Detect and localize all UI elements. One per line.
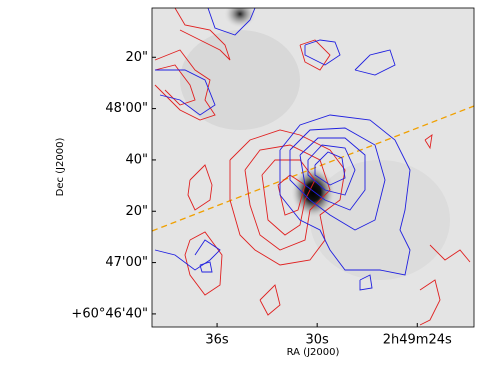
y-tick-label: 48'00" (105, 101, 148, 116)
y-tick-label: +60°46'40" (71, 306, 148, 321)
x-axis-label: RA (J2000) (287, 347, 340, 358)
image (152, 8, 474, 327)
y-tick-label: 40" (125, 152, 148, 167)
x-tick-label: 2h49m24s (383, 333, 452, 348)
plot-frame (151, 7, 475, 328)
y-tick-label: 47'00" (105, 255, 148, 270)
y-tick-label: 20" (125, 204, 148, 219)
x-tick-label: 30s (306, 333, 330, 348)
x-tick-label: 36s (205, 333, 229, 348)
y-axis-label: Dec (J2000) (55, 138, 66, 197)
y-tick-label: 20" (125, 50, 148, 65)
